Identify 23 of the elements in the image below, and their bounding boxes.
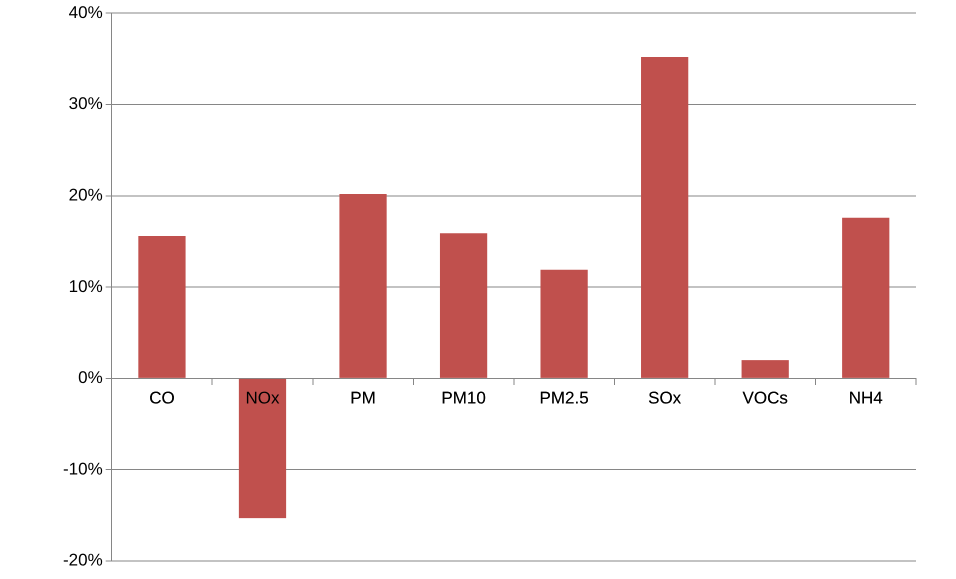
bar [742, 360, 789, 378]
x-tick-label: PM2.5 [540, 388, 589, 408]
x-tick-label: PM [350, 388, 376, 408]
x-tick-label: SOx [648, 388, 682, 408]
y-tick-label: 0% [78, 368, 103, 388]
y-tick-label: -20% [63, 550, 103, 570]
x-tick-label: NH4 [848, 388, 883, 408]
bar [641, 57, 688, 378]
x-tick-label: PM10 [441, 388, 486, 408]
y-tick-label: 20% [68, 185, 103, 204]
bar [440, 233, 488, 378]
x-tick-label: VOCs [742, 388, 788, 408]
bar [138, 236, 186, 378]
y-tick-label: 40% [68, 2, 103, 22]
bar [540, 270, 588, 378]
bar [339, 194, 387, 378]
x-tick-label: NOx [245, 388, 280, 408]
y-tick-label: 10% [68, 276, 103, 296]
y-tick-label: 30% [68, 94, 103, 114]
y-tick-label: -10% [63, 459, 103, 478]
bar [842, 218, 890, 378]
bar [238, 378, 286, 518]
x-tick-label: CO [149, 388, 175, 408]
